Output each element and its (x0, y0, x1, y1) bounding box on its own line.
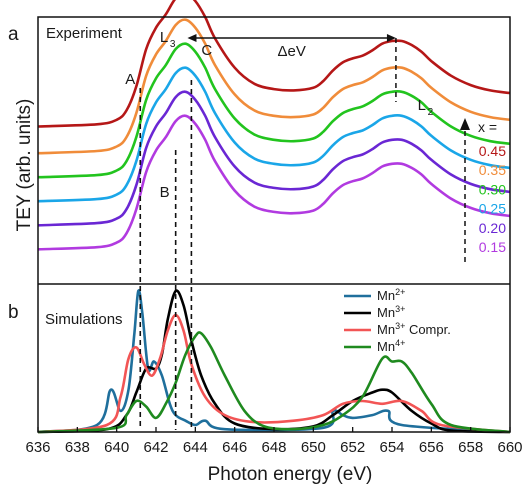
legend-x-0.45: 0.45 (479, 143, 506, 159)
sim-line-mn-3-compr- (37, 313, 511, 434)
delta-ev-arrowhead-left (187, 34, 197, 42)
panel-a-letter: a (8, 24, 19, 45)
x-tick-label-648: 648 (261, 439, 286, 456)
series-line-x-0.45 (37, 0, 511, 128)
x-tick-label-654: 654 (379, 439, 404, 456)
panel-b-legend: Mn2+Mn3+Mn3+ Compr.Mn4+ (344, 287, 451, 354)
x-tick-label-644: 644 (183, 439, 208, 456)
series-line-x-0.25 (37, 66, 511, 203)
series-line-x-0.35 (37, 18, 511, 155)
annotation-l3: L (160, 29, 168, 46)
legend-x-arrowhead (460, 118, 470, 130)
series-line-x-0.30 (37, 42, 511, 179)
panel-a-title: Experiment (46, 25, 123, 42)
x-tick-label-652: 652 (340, 439, 365, 456)
legend-label-mn-1: Mn3+ (377, 304, 405, 320)
x-tick-label-642: 642 (143, 439, 168, 456)
legend-x-0.35: 0.35 (479, 162, 506, 178)
x-tick-label-640: 640 (104, 439, 129, 456)
dashed-guide-lines (139, 80, 193, 430)
x-tick-label-658: 658 (458, 439, 483, 456)
x-tick-label-646: 646 (222, 439, 247, 456)
x-tick-label-638: 638 (65, 439, 90, 456)
legend-label-mn-3: Mn4+ (377, 338, 405, 354)
panel-frames (37, 16, 511, 433)
legend-x-0.20: 0.20 (479, 220, 506, 236)
legend-x-equals: x = (478, 119, 497, 135)
sim-line-mn-2- (37, 289, 511, 434)
sim-line-mn-4- (37, 331, 511, 434)
annotation-a: A (125, 71, 135, 88)
annotation-l2: L (418, 97, 426, 114)
annotation-c: C (201, 42, 212, 59)
legend-label-mn-0: Mn2+ (377, 287, 405, 303)
series-line-x-0.20 (37, 90, 511, 227)
annotation-b: B (160, 184, 170, 201)
y-axis-label: TEY (arb. units) (14, 99, 35, 232)
x-tick-label-636: 636 (25, 439, 50, 456)
legend-label-mn-2: Mn3+ Compr. (377, 321, 451, 337)
x-axis-label: Photon energy (eV) (208, 464, 373, 485)
series-line-x-0.15 (37, 114, 511, 251)
annotation-delta-ev: ΔeV (278, 43, 306, 60)
delta-ev-arrowhead-right (386, 34, 396, 42)
panel-a-curves (37, 0, 511, 251)
x-tick-label-650: 650 (301, 439, 326, 456)
x-tick-label-656: 656 (419, 439, 444, 456)
x-tick-label-660: 660 (497, 439, 522, 456)
annotation-l3-subscript: 3 (170, 39, 176, 50)
legend-x-0.25: 0.25 (479, 201, 506, 217)
legend-x-0.15: 0.15 (479, 239, 506, 255)
x-axis-ticks: 636 638 640 642 644 646 648 650 652 654 656 658 660 (25, 427, 523, 456)
panel-b-curves (37, 289, 511, 434)
annotation-l2-subscript: 2 (428, 107, 434, 118)
panel-b-letter: b (8, 302, 19, 323)
panel-a-legend: x = 0.45 0.35 0.30 0.25 0.20 0.15 (460, 118, 506, 262)
plot-frame (37, 16, 511, 433)
legend-x-0.30: 0.30 (479, 181, 506, 197)
panel-b-title: Simulations (45, 311, 123, 328)
